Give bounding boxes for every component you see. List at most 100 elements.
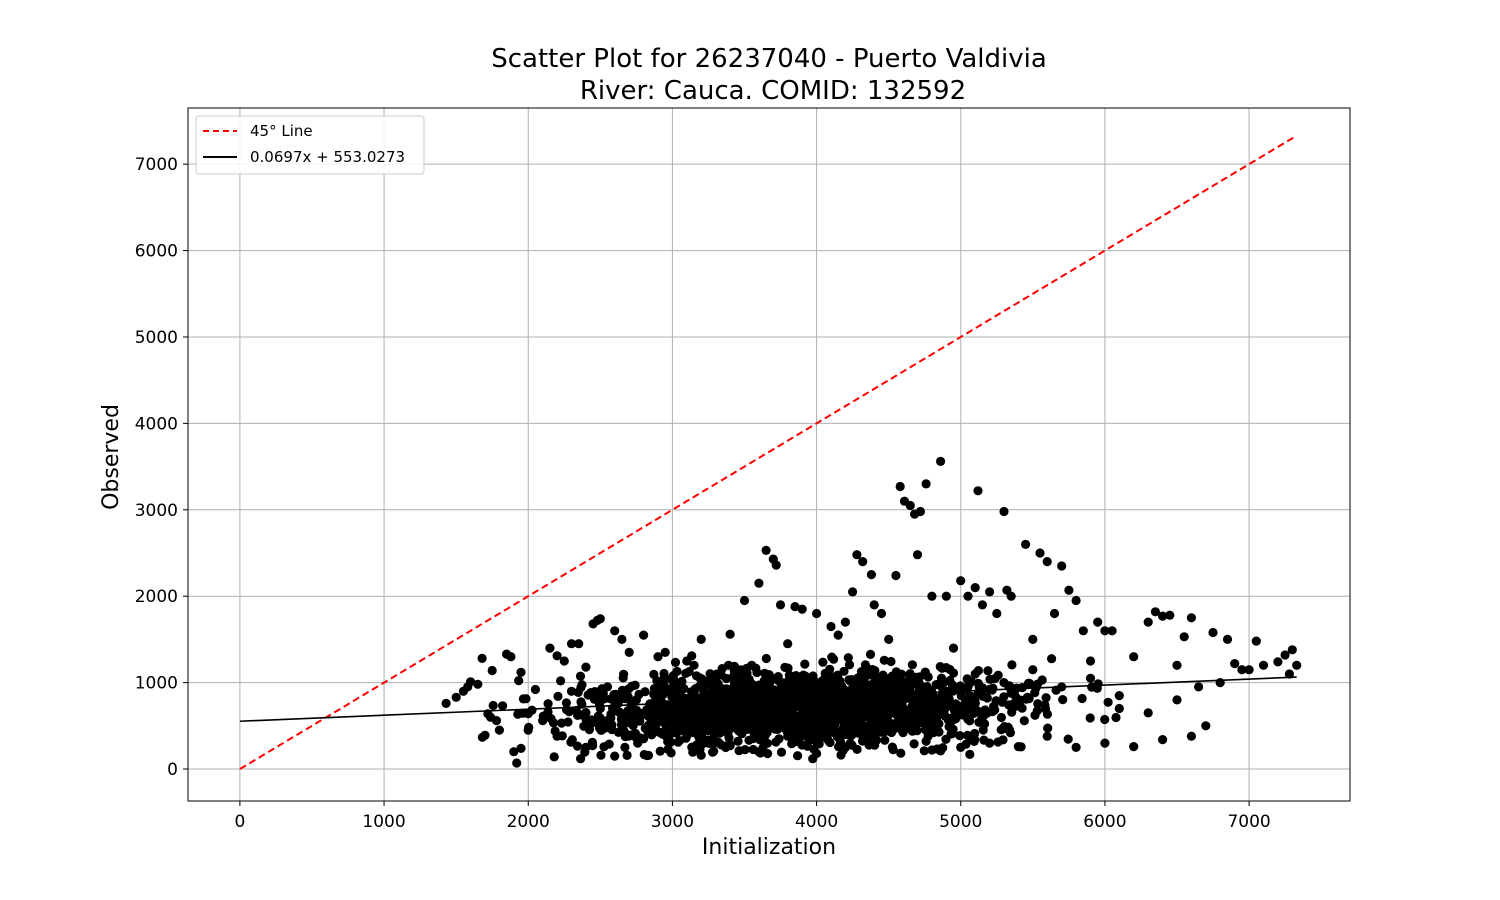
scatter-point [1007, 707, 1017, 717]
scatter-point [748, 703, 758, 713]
scatter-point [977, 600, 988, 610]
scatter-point [820, 668, 830, 679]
scatter-point [1100, 626, 1110, 636]
scatter-point [696, 634, 706, 645]
x-axis-ticks: 0 1000 2000 3000 4000 5000 6000 7000 [234, 801, 1271, 832]
scatter-point [996, 712, 1007, 723]
scatter-point [643, 720, 654, 730]
scatter-point [944, 697, 954, 707]
plot-frame [187, 107, 1351, 802]
scatter-point [879, 655, 889, 665]
scatter-point [870, 666, 880, 676]
scatter-point [666, 748, 676, 758]
scatter-point [973, 689, 983, 699]
scatter-point [999, 506, 1009, 517]
scatter-point [1028, 634, 1038, 645]
scatter-point [754, 578, 764, 588]
scatter-point [823, 735, 833, 745]
scatter-point [561, 698, 572, 708]
scatter-point [491, 716, 502, 726]
scatter-point [713, 737, 724, 747]
scatter-point [869, 736, 879, 747]
scatter-point [858, 686, 868, 696]
scatter-point [1258, 660, 1269, 670]
scatter-point [549, 752, 559, 762]
scatter-point [833, 630, 843, 640]
scatter-point [758, 688, 768, 698]
scatter-point [771, 560, 781, 570]
scatter-point [721, 684, 732, 694]
y-tick-label: 2000 [135, 587, 178, 607]
scatter-point [653, 652, 663, 662]
scatter-point [1172, 660, 1182, 670]
scatter-point [619, 669, 629, 679]
scatter-point [865, 724, 875, 735]
scatter-point [1150, 607, 1160, 617]
scatter-point [905, 500, 915, 511]
scatter-point [768, 686, 778, 696]
scatter-point [983, 666, 993, 676]
scatter-point [826, 621, 836, 632]
scatter-point [553, 691, 563, 702]
scatter-point [729, 678, 740, 688]
scatter-point [754, 747, 764, 757]
scatter-point [1237, 665, 1247, 675]
scatter-point [1017, 683, 1027, 693]
scatter-point [639, 734, 649, 744]
scatter-point [931, 694, 941, 704]
scatter-point [740, 745, 750, 755]
scatter-point [739, 679, 749, 689]
scatter-point [874, 707, 884, 717]
scatter-point [1041, 693, 1051, 703]
scatter-point [1077, 693, 1087, 704]
scatter-point [709, 746, 719, 756]
scatter-point [572, 741, 583, 751]
scatter-point [748, 733, 758, 744]
scatter-point [736, 715, 747, 725]
scatter-point [760, 668, 770, 679]
scatter-point [631, 695, 642, 705]
scatter-point [819, 686, 829, 696]
scatter-point [941, 591, 951, 601]
scatter-point [999, 678, 1009, 688]
scatter-point [985, 587, 995, 597]
scatter-point [867, 686, 877, 696]
scatter-point [970, 669, 980, 679]
scatter-point [576, 754, 586, 764]
scatter-point [666, 737, 676, 747]
scatter-point [1011, 692, 1021, 702]
scatter-point [697, 731, 707, 741]
scatter-point [819, 706, 830, 716]
scatter-point [962, 730, 973, 741]
scatter-point [1129, 742, 1139, 752]
scatter-point [523, 725, 533, 735]
scatter-point [1222, 634, 1233, 645]
scatter-point [907, 724, 917, 735]
scatter-point [689, 660, 699, 670]
scatter-point [982, 693, 992, 703]
scatter-point [627, 681, 637, 691]
scatter-point [514, 676, 524, 686]
scatter-point [898, 695, 908, 705]
scatter-point [1071, 742, 1081, 753]
x-tick-label: 7000 [1227, 812, 1270, 832]
scatter-point [797, 604, 807, 614]
scatter-point [1111, 712, 1121, 723]
scatter-point [1078, 626, 1088, 636]
scatter-point [512, 758, 522, 768]
scatter-point [1032, 706, 1042, 716]
reference-lines [239, 134, 1298, 770]
scatter-point [826, 678, 836, 688]
scatter-point [939, 709, 949, 719]
scatter-point [523, 709, 533, 719]
scatter-point [771, 737, 781, 747]
scatter-point [889, 674, 899, 685]
scatter-point [718, 693, 728, 703]
scatter-point [670, 657, 681, 668]
scatter-point [739, 725, 749, 736]
scatter-point [916, 683, 926, 693]
scatter-point [703, 738, 714, 748]
line-45-degree [239, 134, 1298, 770]
scatter-point [963, 705, 974, 715]
